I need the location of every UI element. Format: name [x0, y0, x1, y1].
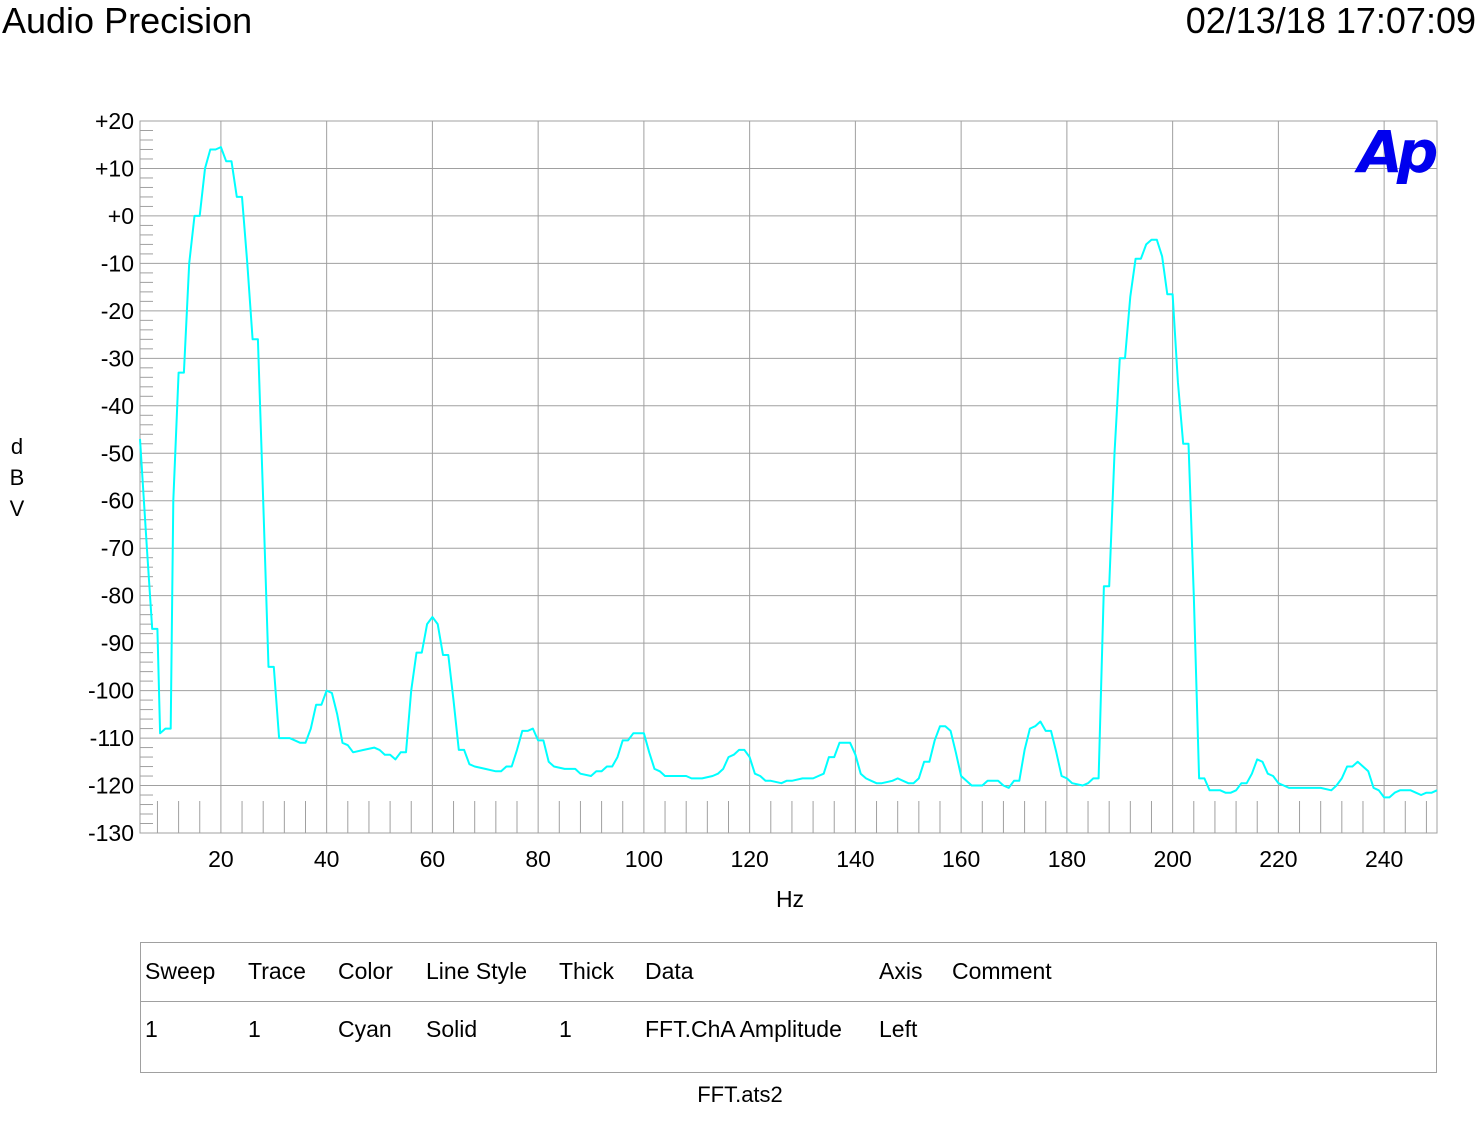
legend-sweep-value: 1: [145, 1016, 158, 1042]
x-tick-label: 60: [420, 846, 446, 872]
x-tick-label: 40: [314, 846, 340, 872]
y-axis-label-b: B: [9, 465, 25, 490]
timestamp: 02/13/18 17:07:09: [1185, 0, 1476, 41]
y-tick-label: -80: [101, 583, 134, 609]
legend-header-trace: Trace: [248, 958, 306, 984]
legend-line-style-value: Solid: [426, 1016, 478, 1042]
y-tick-label: -30: [101, 345, 134, 371]
file-name: FFT.ats2: [697, 1082, 783, 1107]
x-tick-label: 160: [942, 846, 980, 872]
y-tick-label: -120: [88, 773, 134, 799]
legend-header-sweep: Sweep: [145, 958, 216, 984]
y-axis-label-d: d: [10, 434, 24, 459]
legend-table: Sweep Trace Color Line Style Thick Data …: [140, 942, 1437, 1073]
y-tick-label: -50: [101, 440, 134, 466]
legend-trace-value: 1: [248, 1016, 261, 1042]
y-tick-label: +20: [95, 108, 134, 134]
legend-axis-value: Left: [879, 1016, 918, 1042]
x-axis-label: Hz: [775, 886, 805, 912]
x-tick-label: 140: [836, 846, 874, 872]
y-tick-label: -10: [101, 250, 134, 276]
legend-divider: [141, 1001, 1436, 1002]
x-tick-label: 220: [1259, 846, 1297, 872]
x-tick-label: 240: [1365, 846, 1403, 872]
y-tick-label: -70: [101, 535, 134, 561]
y-axis-label-v: V: [9, 496, 25, 521]
x-tick-label: 80: [525, 846, 551, 872]
fft-chart: +20 +10 +0 -10 -20 -30 -40 -50 -60 -70 -80 -90 -100 -…: [88, 108, 1438, 872]
y-tick-label: -90: [101, 630, 134, 656]
y-tick-label: -100: [88, 678, 134, 704]
legend-header-line-style: Line Style: [426, 958, 528, 984]
legend-header-axis: Axis: [879, 958, 923, 984]
x-tick-label: 180: [1048, 846, 1086, 872]
plot-frame: [139, 120, 1438, 834]
x-tick-label: 100: [625, 846, 663, 872]
x-tick-label: 200: [1153, 846, 1191, 872]
series-line-1: [139, 146, 1438, 799]
y-tick-label: -40: [101, 393, 134, 419]
y-tick-label: -110: [90, 725, 134, 751]
y-tick-label: -20: [101, 298, 134, 324]
legend-thick-value: 1: [559, 1016, 572, 1042]
legend-color-value: Cyan: [338, 1016, 392, 1042]
x-tick-label: 120: [730, 846, 768, 872]
legend-header-color: Color: [338, 958, 393, 984]
y-tick-label: +0: [108, 203, 134, 229]
legend-header-thick: Thick: [559, 958, 614, 984]
app-title: Audio Precision: [2, 0, 253, 41]
y-tick-label: -130: [88, 820, 134, 846]
ap-logo: Ap: [1358, 118, 1438, 186]
y-tick-label: +10: [95, 155, 134, 181]
legend-header-comment: Comment: [952, 958, 1052, 984]
legend-data-value: FFT.ChA Amplitude: [645, 1016, 842, 1042]
x-tick-label: 20: [208, 846, 234, 872]
legend-header-data: Data: [645, 958, 694, 984]
y-tick-label: -60: [101, 488, 134, 514]
